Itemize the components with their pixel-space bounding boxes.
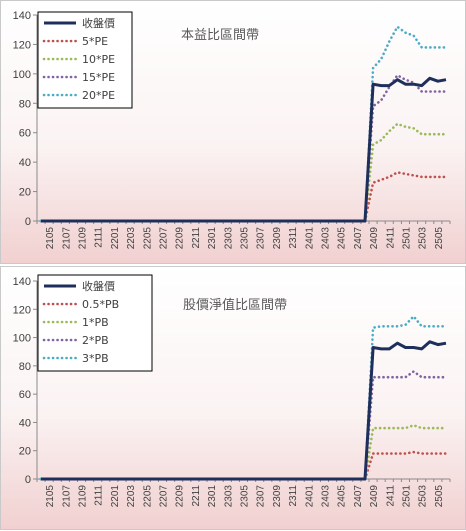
x-tick-label: 2505 bbox=[434, 227, 445, 250]
x-tick-label: 2109 bbox=[78, 485, 89, 508]
pe-band-chart: 0 20 40 60 80 100 120 140 2105 2107 2109 2111 2201 22… bbox=[0, 0, 466, 264]
x-tick-label: 2401 bbox=[304, 227, 315, 250]
pb-band-chart: 0 20 40 60 80 100 120 140 2105 2107 2109 2111 2201 22… bbox=[0, 266, 466, 530]
legend-label: 15*PE bbox=[82, 71, 115, 84]
x-tick-label: 2503 bbox=[418, 485, 429, 508]
x-tick-label: 2307 bbox=[256, 227, 267, 250]
y-tick-label: 80 bbox=[19, 361, 31, 373]
legend-label: 收盤價 bbox=[82, 279, 115, 293]
y-tick-label: 20 bbox=[19, 446, 31, 458]
x-tick-label: 2409 bbox=[369, 485, 380, 508]
legend-label: 5*PE bbox=[82, 35, 108, 48]
legend-label: 1*PB bbox=[82, 316, 109, 329]
x-tick-label: 2107 bbox=[61, 227, 72, 250]
legend-label: 2*PB bbox=[82, 334, 109, 347]
y-tick-label: 60 bbox=[19, 389, 31, 401]
x-tick-label: 2203 bbox=[126, 485, 137, 508]
chart-title: 本益比區間帶 bbox=[181, 28, 259, 43]
x-tick-label: 2503 bbox=[418, 227, 429, 250]
pe-band-chart-svg: 0 20 40 60 80 100 120 140 2105 2107 2109 2111 2201 22… bbox=[13, 10, 451, 250]
x-tick-label: 2107 bbox=[61, 485, 72, 508]
y-tick-label: 140 bbox=[13, 10, 31, 22]
legend-label: 0.5*PB bbox=[82, 298, 119, 311]
x-tick-label: 2201 bbox=[110, 485, 121, 508]
x-tick-label: 2207 bbox=[159, 227, 170, 250]
x-tick-label: 2205 bbox=[142, 227, 153, 250]
x-tick-label: 2405 bbox=[337, 485, 348, 508]
x-tick-label: 2307 bbox=[256, 485, 267, 508]
x-tick-label: 2211 bbox=[191, 227, 202, 249]
x-tick-label: 2407 bbox=[353, 485, 364, 508]
y-tick-label: 0 bbox=[25, 216, 31, 228]
x-tick-label: 2105 bbox=[45, 227, 56, 250]
x-tick-label: 2109 bbox=[78, 227, 89, 250]
pb-band-chart-svg: 0 20 40 60 80 100 120 140 2105 2107 2109 2111 2201 22… bbox=[13, 274, 451, 508]
x-tick-label: 2205 bbox=[142, 485, 153, 508]
x-tick-label: 2305 bbox=[240, 485, 251, 508]
y-tick-label: 80 bbox=[19, 98, 31, 110]
x-tick-label: 2209 bbox=[175, 227, 186, 250]
y-tick-label: 40 bbox=[19, 417, 31, 429]
x-tick-label: 2407 bbox=[353, 227, 364, 250]
x-tick-label: 2105 bbox=[45, 485, 56, 508]
y-tick-label: 100 bbox=[13, 333, 31, 345]
y-tick-label: 100 bbox=[13, 69, 31, 81]
y-tick-label: 0 bbox=[25, 474, 31, 486]
x-tick-label: 2211 bbox=[191, 485, 202, 507]
x-tick-label: 2201 bbox=[110, 227, 121, 250]
series-line bbox=[41, 340, 447, 481]
x-tick-label: 2301 bbox=[207, 227, 218, 250]
series-line bbox=[39, 171, 448, 223]
series-line bbox=[39, 370, 448, 481]
x-tick-label: 2309 bbox=[272, 485, 283, 508]
x-tick-label: 2501 bbox=[401, 485, 412, 508]
legend-label: 收盤價 bbox=[82, 16, 115, 30]
x-tick-label: 2405 bbox=[337, 227, 348, 250]
x-tick-label: 2311 bbox=[288, 485, 299, 507]
y-tick-label: 20 bbox=[19, 187, 31, 199]
series-line bbox=[39, 122, 448, 223]
y-tick-label: 60 bbox=[19, 128, 31, 140]
y-tick-label: 120 bbox=[13, 304, 31, 316]
chart-title: 股價淨值比區間帶 bbox=[183, 297, 287, 313]
x-tick-label: 2505 bbox=[434, 485, 445, 508]
x-tick-label: 2111 bbox=[94, 227, 105, 248]
legend-label: 3*PB bbox=[82, 352, 109, 365]
x-tick-label: 2209 bbox=[175, 485, 186, 508]
legend-label: 20*PE bbox=[82, 89, 115, 102]
x-tick-label: 2207 bbox=[159, 485, 170, 508]
x-tick-label: 2403 bbox=[320, 485, 331, 508]
x-tick-label: 2409 bbox=[369, 227, 380, 250]
x-tick-label: 2401 bbox=[304, 485, 315, 508]
x-tick-label: 2305 bbox=[240, 227, 251, 250]
x-tick-label: 2303 bbox=[223, 227, 234, 250]
x-tick-label: 2411 bbox=[385, 485, 396, 507]
series-line bbox=[41, 76, 447, 223]
x-tick-label: 2403 bbox=[320, 227, 331, 250]
series-line bbox=[39, 424, 448, 481]
x-tick-label: 2411 bbox=[385, 227, 396, 249]
y-tick-label: 40 bbox=[19, 157, 31, 169]
x-tick-label: 2111 bbox=[94, 485, 105, 506]
x-tick-label: 2303 bbox=[223, 485, 234, 508]
legend-label: 10*PE bbox=[82, 53, 115, 66]
x-tick-label: 2301 bbox=[207, 485, 218, 508]
x-tick-label: 2501 bbox=[401, 227, 412, 250]
x-tick-label: 2203 bbox=[126, 227, 137, 250]
y-tick-label: 120 bbox=[13, 39, 31, 51]
x-tick-label: 2309 bbox=[272, 227, 283, 250]
y-tick-label: 140 bbox=[13, 276, 31, 288]
x-tick-label: 2311 bbox=[288, 227, 299, 249]
series-line bbox=[39, 450, 448, 481]
